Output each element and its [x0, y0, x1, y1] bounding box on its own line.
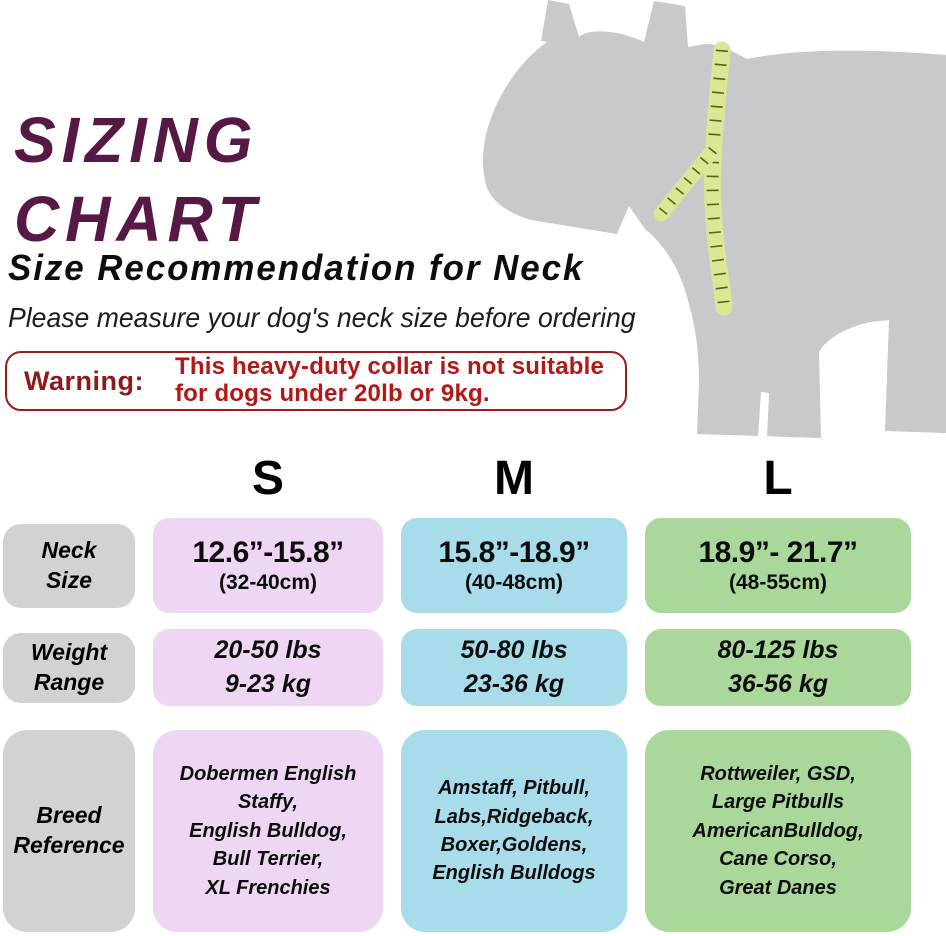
front-paw-gap — [758, 392, 769, 438]
page-subtitle: Size Recommendation for Neck — [8, 247, 585, 288]
neck-size-cm-l: (48-55cm) — [728, 571, 828, 594]
neck-size-cell-l: 18.9”- 21.7” (48-55cm) — [645, 518, 911, 613]
neck-size-inches-s: 12.6”-15.8” — [192, 536, 344, 569]
column-header-m: M — [494, 452, 534, 506]
row-label-neck-size: Neck Size — [3, 523, 135, 608]
neck-size-cm-m: (40-48cm) — [464, 571, 564, 594]
column-header-l: L — [763, 452, 793, 506]
size-table: S M L Neck Size 12.6”-15.8” (32-40cm) 15… — [3, 452, 911, 932]
weight-kg-l: 36-56 kg — [727, 669, 829, 698]
row-label-weight-range: Weight Range — [3, 632, 135, 703]
weight-range-cell-m: 50-80 lbs 23-36 kg — [401, 629, 627, 706]
dog-illustration — [483, 0, 946, 438]
neck-size-cell-m: 15.8”-18.9” (40-48cm) — [401, 518, 627, 613]
warning-message: This heavy-duty collar is not suitable f… — [174, 353, 605, 407]
title-line-2: CHART — [14, 182, 262, 255]
neck-size-inches-l: 18.9”- 21.7” — [698, 536, 858, 569]
measuring-tape-neck-ticks — [657, 146, 717, 218]
weight-range-cell-s: 20-50 lbs 9-23 kg — [153, 629, 383, 706]
neck-size-inches-m: 15.8”-18.9” — [438, 536, 590, 569]
breed-reference-cell-l: Rottweiler, GSD, Large Pitbulls American… — [645, 730, 911, 932]
measuring-tape-chest-ticks — [706, 49, 730, 308]
warning-box: Warning: This heavy-duty collar is not s… — [5, 351, 627, 411]
page-title: SIZING CHART — [14, 101, 262, 259]
table-corner-spacer — [3, 452, 135, 502]
neck-size-cell-s: 12.6”-15.8” (32-40cm) — [153, 518, 383, 613]
warning-label: Warning: — [24, 365, 144, 396]
title-line-1: SIZING — [14, 103, 259, 176]
row-label-breed-reference: Breed Reference — [3, 730, 135, 932]
weight-lbs-s: 20-50 lbs — [214, 635, 322, 664]
neck-size-cm-s: (32-40cm) — [218, 571, 318, 594]
breed-reference-cell-m: Amstaff, Pitbull, Labs,Ridgeback, Boxer,… — [401, 730, 627, 932]
weight-kg-s: 9-23 kg — [224, 669, 312, 698]
weight-kg-m: 23-36 kg — [463, 669, 565, 698]
measure-note: Please measure your dog's neck size befo… — [8, 302, 636, 333]
weight-range-cell-l: 80-125 lbs 36-56 kg — [645, 629, 911, 706]
breed-reference-cell-s: Dobermen English Staffy, English Bulldog… — [153, 730, 383, 932]
weight-lbs-m: 50-80 lbs — [460, 635, 568, 664]
weight-lbs-l: 80-125 lbs — [717, 635, 839, 664]
column-header-s: S — [251, 452, 284, 506]
